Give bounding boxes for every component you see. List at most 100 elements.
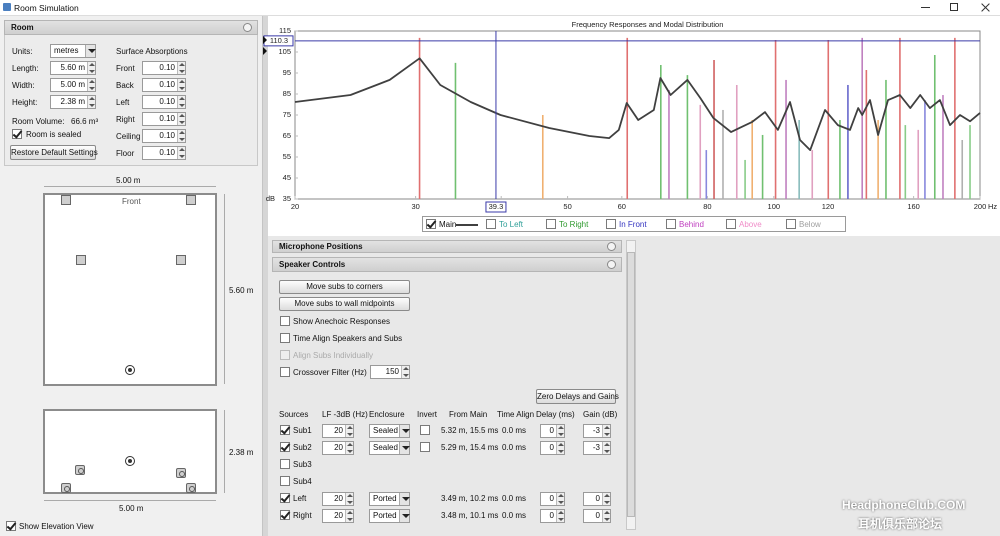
dropdown-arrow[interactable]: [399, 493, 410, 505]
option-checkbox[interactable]: [280, 367, 290, 377]
source-checkbox[interactable]: [280, 442, 290, 452]
gain-field[interactable]: 0: [583, 492, 611, 506]
gain-field[interactable]: -3: [583, 441, 611, 455]
legend-checkbox[interactable]: [726, 219, 736, 229]
speaker-action-button[interactable]: Move subs to corners: [279, 280, 410, 294]
option-checkbox[interactable]: [280, 316, 290, 326]
absorption-field[interactable]: 0.10: [142, 146, 186, 160]
minimize-button[interactable]: [921, 7, 930, 8]
maximize-button[interactable]: [950, 3, 958, 11]
speaker-icon[interactable]: [75, 465, 85, 475]
split-divider[interactable]: [262, 16, 268, 536]
speaker-icon[interactable]: [186, 195, 196, 205]
room-width-field[interactable]: 5.00 m: [50, 78, 96, 92]
crossover-field[interactable]: 150: [370, 365, 410, 379]
dropdown-arrow[interactable]: [399, 442, 410, 454]
source-checkbox[interactable]: [280, 459, 290, 469]
spinner[interactable]: [177, 113, 185, 125]
spinner[interactable]: [177, 130, 185, 142]
spinner[interactable]: [177, 96, 185, 108]
spinner[interactable]: [87, 62, 95, 74]
spinner[interactable]: [556, 510, 564, 522]
spinner[interactable]: [556, 425, 564, 437]
invert-checkbox[interactable]: [420, 425, 430, 435]
absorption-field[interactable]: 0.10: [142, 95, 186, 109]
microphone-icon[interactable]: [125, 365, 135, 375]
absorption-field[interactable]: 0.10: [142, 112, 186, 126]
enclosure-dropdown[interactable]: Ported: [369, 509, 410, 523]
spinner[interactable]: [602, 493, 610, 505]
room-height-field[interactable]: 2.38 m: [50, 95, 96, 109]
source-checkbox[interactable]: [280, 476, 290, 486]
speaker-icon[interactable]: [176, 255, 186, 265]
absorption-field[interactable]: 0.10: [142, 78, 186, 92]
spinner[interactable]: [602, 510, 610, 522]
spinner[interactable]: [87, 79, 95, 91]
x-tick-label: 50: [563, 202, 571, 211]
lf-field[interactable]: 20: [322, 492, 354, 506]
spinner[interactable]: [556, 493, 564, 505]
source-checkbox[interactable]: [280, 510, 290, 520]
dropdown-arrow[interactable]: [399, 510, 410, 522]
lf-field[interactable]: 20: [322, 441, 354, 455]
zero-delays-button[interactable]: Zero Delays and Gains: [536, 389, 619, 404]
legend-checkbox[interactable]: [546, 219, 556, 229]
spinner[interactable]: [345, 510, 353, 522]
expand-toggle[interactable]: [607, 242, 616, 251]
speaker-icon[interactable]: [61, 195, 71, 205]
spinner[interactable]: [177, 79, 185, 91]
watermark: 耳机俱乐部论坛: [858, 517, 943, 531]
room-length-field[interactable]: 5.60 m: [50, 61, 96, 75]
speaker-icon[interactable]: [186, 483, 196, 493]
lf-field[interactable]: 20: [322, 509, 354, 523]
invert-checkbox[interactable]: [420, 442, 430, 452]
dropdown-arrow[interactable]: [85, 45, 96, 57]
dropdown-arrow[interactable]: [399, 425, 410, 437]
gain-field[interactable]: 0: [583, 509, 611, 523]
spinner[interactable]: [345, 493, 353, 505]
legend-checkbox[interactable]: [786, 219, 796, 229]
spinner[interactable]: [345, 442, 353, 454]
delay-field[interactable]: 0: [540, 441, 565, 455]
legend-checkbox[interactable]: [426, 219, 436, 229]
spinner[interactable]: [602, 425, 610, 437]
restore-defaults-button[interactable]: Restore Default Settings: [10, 145, 98, 160]
scrollbar-thumb[interactable]: [627, 252, 635, 517]
absorption-field[interactable]: 0.10: [142, 61, 186, 75]
delay-field[interactable]: 0: [540, 509, 565, 523]
absorption-field[interactable]: 0.10: [142, 129, 186, 143]
room-units-field[interactable]: metres: [50, 44, 96, 58]
spinner[interactable]: [401, 366, 409, 378]
collapse-toggle[interactable]: [607, 260, 616, 269]
microphone-icon[interactable]: [125, 456, 135, 466]
speaker-icon[interactable]: [61, 483, 71, 493]
legend-checkbox[interactable]: [606, 219, 616, 229]
show-elevation-checkbox[interactable]: [6, 521, 16, 531]
speaker-action-button[interactable]: Move subs to wall midpoints: [279, 297, 410, 311]
enclosure-dropdown[interactable]: Ported: [369, 492, 410, 506]
table-header: Sources: [279, 410, 309, 419]
spinner[interactable]: [177, 147, 185, 159]
legend-label: Main: [439, 220, 457, 229]
cursor-x-box: [485, 201, 507, 213]
option-checkbox[interactable]: [280, 333, 290, 343]
source-checkbox[interactable]: [280, 493, 290, 503]
source-checkbox[interactable]: [280, 425, 290, 435]
enclosure-dropdown[interactable]: Sealed: [369, 441, 410, 455]
spinner[interactable]: [345, 425, 353, 437]
spinner[interactable]: [87, 96, 95, 108]
legend-checkbox[interactable]: [486, 219, 496, 229]
speaker-icon[interactable]: [176, 468, 186, 478]
enclosure-dropdown[interactable]: Sealed: [369, 424, 410, 438]
speaker-icon[interactable]: [76, 255, 86, 265]
spinner[interactable]: [556, 442, 564, 454]
spinner[interactable]: [602, 442, 610, 454]
room-sealed-checkbox[interactable]: [12, 129, 22, 139]
delay-field[interactable]: 0: [540, 492, 565, 506]
spinner[interactable]: [177, 62, 185, 74]
legend-checkbox[interactable]: [666, 219, 676, 229]
lf-field[interactable]: 20: [322, 424, 354, 438]
gain-field[interactable]: -3: [583, 424, 611, 438]
collapse-toggle[interactable]: [243, 23, 252, 32]
delay-field[interactable]: 0: [540, 424, 565, 438]
